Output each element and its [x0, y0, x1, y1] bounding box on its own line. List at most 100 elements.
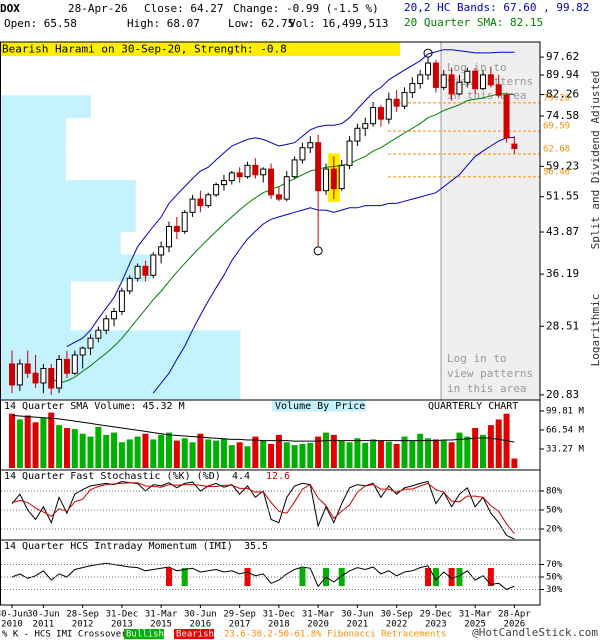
candle-body [181, 211, 188, 232]
volume-bar [260, 440, 267, 468]
locked-line: Log in to [447, 61, 507, 74]
volume-bar [56, 425, 63, 468]
low: Low: 62.75 [228, 17, 294, 30]
x-tick-label: 2012 [72, 620, 94, 630]
fibonacci-label: 62.68 [543, 144, 570, 154]
volume-by-price-bar [1, 281, 71, 331]
indicator-line [51, 93, 515, 384]
volume-bar [346, 442, 353, 468]
candle-body [275, 194, 282, 200]
stochastic-k-value: 4.4 [232, 471, 250, 482]
y-tick-label: 28.51 [546, 319, 579, 332]
volume: Vol: 16,499,513 [289, 17, 388, 30]
volume-bar [173, 440, 180, 468]
candle-body [260, 168, 267, 176]
candle-body [173, 225, 180, 232]
volume-bar [315, 436, 322, 468]
volume-by-price-bar [1, 204, 136, 232]
y-tick-label: 99.81 M [546, 406, 585, 416]
x-tick-label: 30-Jun [341, 610, 374, 620]
candle-body [71, 354, 78, 374]
x-tick-label: 31-Dec [263, 610, 296, 620]
y-tick-label: 20.83 [546, 388, 579, 401]
locked-line: view patterns [447, 367, 533, 380]
candle-body [323, 168, 329, 192]
y-tick-label: 82.26 [546, 88, 579, 101]
fibonacci-label: 23.6-38.2-50-61.8% Fibonacci Retracement… [224, 630, 446, 640]
volume-bar [126, 439, 133, 468]
volume-bar [16, 419, 23, 468]
candle-body [346, 140, 353, 166]
y-tick-label: 20% [546, 525, 563, 535]
volume-bar [71, 429, 78, 468]
imi-value: 35.5 [244, 541, 268, 552]
volume-bar [228, 445, 235, 468]
y-tick-label: 36.19 [546, 267, 579, 280]
candle-body [150, 254, 157, 276]
candle-body [511, 143, 518, 150]
candle-body [16, 363, 23, 386]
volume-bar [103, 434, 110, 468]
candle-body [40, 368, 47, 384]
candle-body [417, 74, 424, 85]
x-tick-label: 2023 [425, 620, 447, 630]
candle-body [189, 198, 196, 213]
locked-text-bottom: Log in to view patterns in this area [447, 352, 533, 395]
volume-bar [440, 440, 447, 468]
volume-bar [401, 436, 408, 468]
volume-bar [118, 442, 125, 468]
x-tick-label: 29-Sep [223, 610, 256, 620]
credit: @HotCandleStick.com [472, 626, 598, 639]
volume-bar [244, 446, 251, 468]
indicator-line [152, 137, 515, 394]
open: Open: 65.58 [4, 17, 77, 30]
candle-body [118, 290, 125, 313]
candle-body [409, 83, 416, 94]
x-tick-label: 2015 [150, 620, 172, 630]
y-tick-label: 70% [546, 560, 563, 570]
stochastic-title: 14 Quarter Fast Stochastic (%K) (%D) [4, 471, 221, 482]
volume-sma-line [11, 414, 515, 443]
y-tick-label: 80% [546, 486, 563, 496]
volume-bar [338, 440, 345, 468]
candle-body [338, 164, 345, 190]
volume-bar [323, 432, 329, 468]
y-tick-label: 50% [546, 573, 563, 583]
indicator-line [11, 562, 515, 591]
volume-bar [448, 442, 455, 468]
volume-bar [24, 415, 31, 468]
candle-body [166, 225, 172, 248]
candle-body [291, 159, 298, 178]
x-tick-label: 2026 [504, 620, 526, 630]
indicator-line [11, 480, 515, 540]
bearish-label: Bearish [176, 630, 214, 640]
volume-by-price-bar [1, 330, 241, 400]
volume-bar [252, 436, 259, 468]
high: High: 68.07 [127, 17, 200, 30]
chart-period: QUARTERLY CHART [428, 401, 518, 412]
candle-body [354, 127, 361, 142]
candle-body [236, 172, 243, 178]
candle-body [24, 363, 31, 374]
annotation-bg [0, 42, 400, 56]
candle-body [197, 198, 204, 207]
candle-body [393, 98, 400, 107]
date: 28-Apr-26 [68, 2, 128, 15]
candle-body [142, 265, 149, 276]
candle-body [9, 363, 15, 386]
candle-body [440, 74, 447, 88]
candle-body [79, 347, 86, 356]
pivot-high [423, 48, 433, 58]
candle-body [385, 98, 392, 120]
y-tick-label: 89.94 [546, 68, 579, 81]
volume-bar [464, 436, 471, 468]
pivot-low [313, 246, 323, 256]
y-tick-label: 51.55 [546, 190, 579, 203]
volume-bar [456, 432, 463, 468]
x-tick-label: 29-Dec [420, 610, 453, 620]
candle-body [362, 123, 369, 129]
volume-bar [362, 442, 369, 468]
vbp-title: Volume By Price [275, 401, 365, 412]
x-tick-label: 2017 [229, 620, 251, 630]
